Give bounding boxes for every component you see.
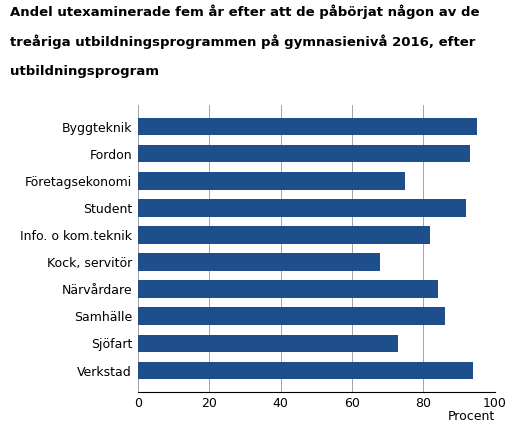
Bar bbox=[137, 362, 472, 379]
Bar bbox=[137, 145, 469, 163]
Bar bbox=[137, 172, 405, 190]
Bar bbox=[137, 253, 380, 271]
Text: Procent: Procent bbox=[446, 410, 494, 423]
Bar bbox=[137, 226, 430, 244]
Bar bbox=[137, 334, 398, 352]
Bar bbox=[137, 118, 476, 135]
Text: treåriga utbildningsprogrammen på gymnasienivå 2016, efter: treåriga utbildningsprogrammen på gymnas… bbox=[10, 35, 475, 49]
Bar bbox=[137, 307, 444, 325]
Bar bbox=[137, 199, 465, 217]
Text: utbildningsprogram: utbildningsprogram bbox=[10, 65, 159, 78]
Text: Andel utexaminerade fem år efter att de påbörjat någon av de: Andel utexaminerade fem år efter att de … bbox=[10, 4, 479, 19]
Bar bbox=[137, 280, 437, 298]
